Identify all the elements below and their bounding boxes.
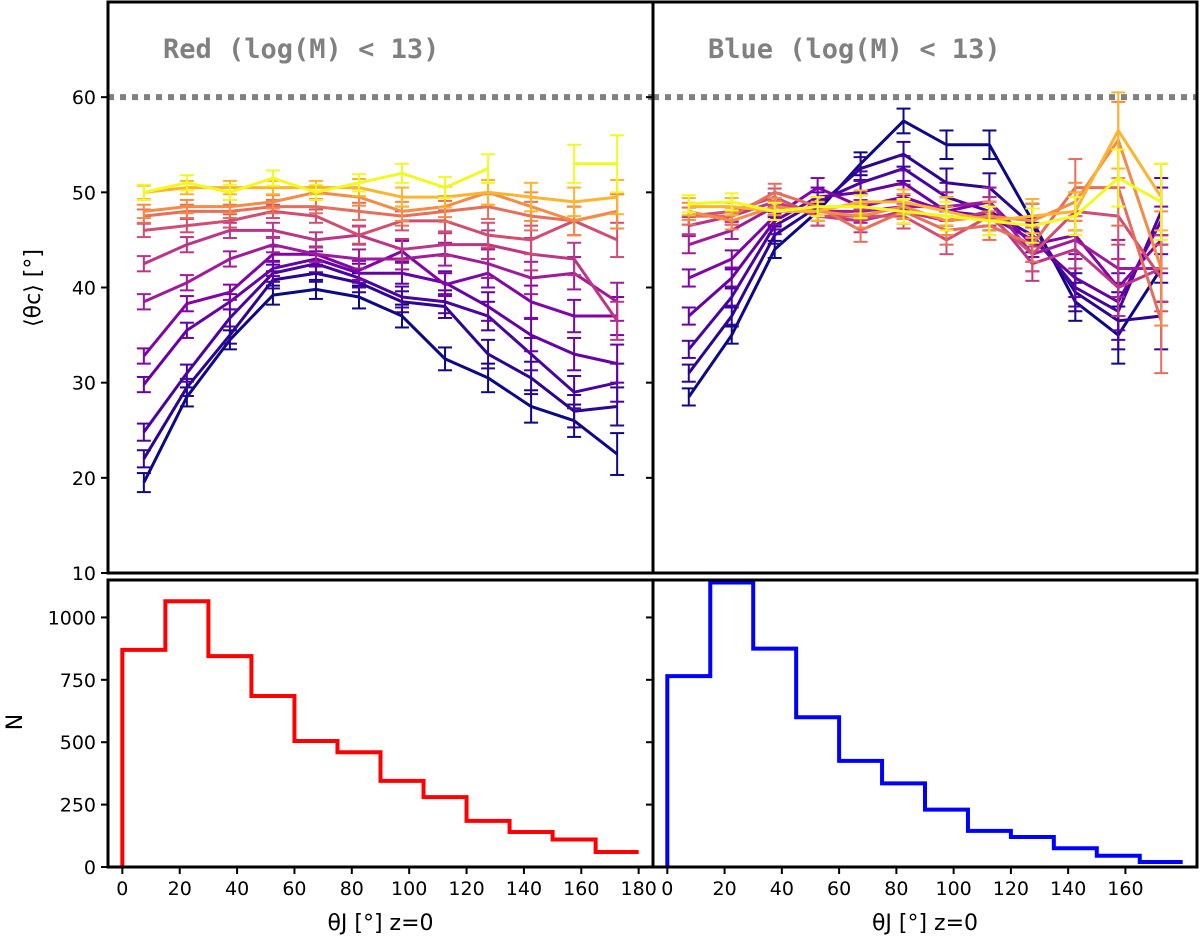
histogram-bin [424,797,467,867]
histogram-step [120,599,639,867]
x-tick-label: 120 [993,878,1029,900]
histogram-bin [553,840,596,867]
y-tick-label: 10 [72,563,96,585]
x-tick-label: 180 [621,878,657,900]
series-line [687,119,1163,398]
histogram-bin [381,781,424,867]
x-tick-label: 0 [116,878,128,900]
histogram-bin [596,852,639,867]
y-tick-label: 1000 [48,607,96,629]
x-tick-label: 60 [827,878,851,900]
histogram-bin [510,832,553,867]
histogram-bin [882,783,925,867]
y-tick-label: 20 [72,468,96,490]
x-tick-label: 120 [448,878,484,900]
series-line [142,287,619,484]
y-tick-label: 50 [72,182,96,204]
histogram-bin [1054,848,1097,867]
panel-title: Red (log(M) < 13) [163,34,439,65]
histogram-bin [753,649,796,867]
series-line [687,181,1163,318]
histogram-bin [796,717,839,867]
series-line [143,205,618,223]
axes-frame [651,0,1199,575]
series-line [142,249,618,357]
histogram-bin [467,821,510,867]
series-line [143,228,619,322]
x-tick-label: 40 [770,878,794,900]
x-tick-label: 60 [282,878,306,900]
histogram-bin [337,752,380,867]
series-line [688,200,1162,289]
x-tick-label: 20 [712,878,736,900]
histogram-step [665,580,1183,867]
histogram-bin [208,656,251,867]
series-0 [136,278,625,494]
series-line [688,186,1163,322]
x-tick-label: 160 [563,878,599,900]
y-axis-label: ⟨θc⟩ [°] [21,249,46,327]
x-axis-label: θJ [°] z=0 [872,911,978,936]
series-line [687,152,1162,375]
series-line [143,243,618,304]
histogram-bin [968,831,1011,867]
panel-blue-histogram: 0 20 40 60 80 100 120 140 160 θJ [°] z=0 [646,578,1199,936]
panel-blue-angle: Blue (log(M) < 13) [646,0,1199,575]
x-tick-label: 140 [1050,878,1086,900]
series-line [143,190,618,223]
series-11 [681,148,1169,244]
x-tick-label: 40 [225,878,249,900]
series-line [688,176,1162,228]
series-11 [136,134,625,201]
series-line [143,186,618,204]
series-6 [136,221,625,341]
x-tick-label: 100 [935,878,971,900]
x-tick-label: 80 [884,878,908,900]
axes-frame [106,578,655,869]
series-line [143,209,618,242]
y-tick-label: 500 [60,732,96,754]
panel-red-angle: 10 20 30 40 50 60 Red (log(M) < 13) [72,0,655,585]
y-tick-label: 0 [84,857,96,879]
y-axis-label: N [3,714,28,730]
histogram-bin [122,650,165,867]
y-tick-label: 40 [72,278,96,300]
series-line [142,271,618,460]
y-tick-label: 30 [72,373,96,395]
histogram-bin [667,676,710,867]
series-line [687,167,1163,351]
histogram-bin [294,741,337,867]
y-tick-label: 250 [60,795,96,817]
x-tick-label: 140 [506,878,542,900]
x-tick-label: 0 [661,878,673,900]
x-tick-label: 20 [168,878,192,900]
x-axis-label: θJ [°] z=0 [327,911,433,936]
series-line [142,257,618,386]
series-line [142,262,618,434]
axes-frame [651,578,1199,869]
series-10 [136,178,625,218]
x-tick-label: 160 [1107,878,1143,900]
x-tick-label: 100 [391,878,427,900]
x-tick-label: 80 [340,878,364,900]
histogram-bin [925,810,968,867]
y-tick-label: 750 [60,670,96,692]
histogram-bin [251,696,294,867]
panel-title: Blue (log(M) < 13) [708,34,1001,65]
y-tick-label: 60 [72,87,96,109]
histogram-bin [165,601,208,867]
series-line [688,195,1163,279]
histogram-bin [1011,837,1054,867]
panel-red-histogram: 0 20 40 60 80 100 120 140 160 180 0 250 500 750 1000 θJ… [48,578,657,936]
histogram-bin [710,582,753,867]
histogram-bin [839,761,882,867]
